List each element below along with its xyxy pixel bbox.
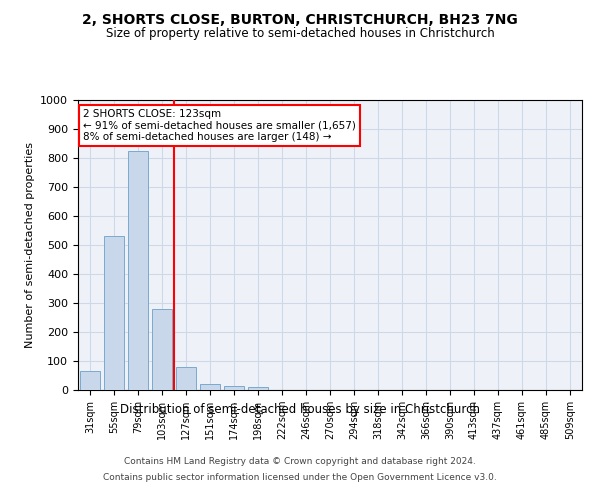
Text: Contains HM Land Registry data © Crown copyright and database right 2024.: Contains HM Land Registry data © Crown c… (124, 458, 476, 466)
Text: 2, SHORTS CLOSE, BURTON, CHRISTCHURCH, BH23 7NG: 2, SHORTS CLOSE, BURTON, CHRISTCHURCH, B… (82, 12, 518, 26)
Bar (80, 370, 100, 390)
Text: Distribution of semi-detached houses by size in Christchurch: Distribution of semi-detached houses by … (120, 402, 480, 415)
Bar (200, 384, 220, 390)
Text: Size of property relative to semi-detached houses in Christchurch: Size of property relative to semi-detach… (106, 28, 494, 40)
Bar (152, 309, 172, 390)
Bar (224, 386, 244, 390)
Text: Contains public sector information licensed under the Open Government Licence v3: Contains public sector information licen… (103, 472, 497, 482)
Bar (104, 236, 124, 390)
Bar (248, 386, 268, 390)
Bar (128, 151, 148, 390)
Bar (176, 367, 196, 390)
Text: 2 SHORTS CLOSE: 123sqm
← 91% of semi-detached houses are smaller (1,657)
8% of s: 2 SHORTS CLOSE: 123sqm ← 91% of semi-det… (83, 108, 356, 142)
Y-axis label: Number of semi-detached properties: Number of semi-detached properties (25, 142, 35, 348)
